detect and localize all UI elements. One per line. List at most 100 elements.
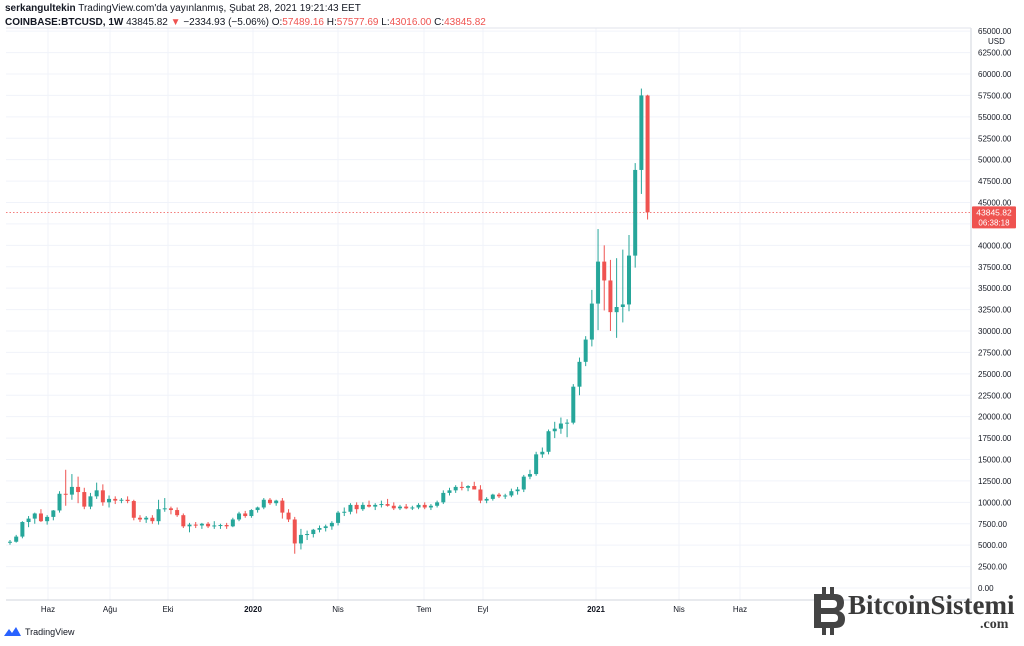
candle-up bbox=[416, 503, 421, 510]
y-tick-label: 15000.00 bbox=[978, 456, 1012, 465]
candle-up bbox=[397, 504, 402, 511]
candle-up bbox=[527, 469, 532, 480]
candle-body bbox=[323, 526, 328, 529]
candle-up bbox=[453, 485, 458, 493]
candle-up bbox=[503, 493, 508, 499]
candle-down bbox=[280, 498, 285, 519]
symbol-label: COINBASE:BTCUSD, 1W bbox=[5, 17, 124, 28]
candle-body bbox=[125, 499, 130, 502]
candle-down bbox=[63, 469, 68, 506]
candle-body bbox=[336, 512, 341, 523]
candle-body bbox=[305, 534, 310, 536]
candle-up bbox=[596, 229, 601, 331]
candle-body bbox=[546, 431, 551, 452]
candle-body bbox=[298, 534, 303, 544]
candle-body bbox=[447, 490, 452, 493]
candle-down bbox=[125, 496, 130, 504]
candle-body bbox=[614, 307, 619, 313]
candle-body bbox=[107, 498, 112, 503]
candle-body bbox=[397, 506, 402, 509]
candle-up bbox=[57, 491, 62, 513]
candle-down bbox=[404, 504, 409, 510]
publisher-name[interactable]: serkangultekin bbox=[5, 3, 76, 14]
x-tick-label: Tem bbox=[416, 605, 431, 614]
candle-body bbox=[608, 280, 613, 313]
candle-up bbox=[255, 506, 260, 513]
bitcoin-logo-icon bbox=[814, 587, 845, 635]
x-tick-label: 2020 bbox=[244, 605, 262, 614]
candle-body bbox=[206, 523, 211, 527]
candle-down bbox=[292, 516, 297, 554]
candle-up bbox=[298, 528, 303, 550]
candle-up bbox=[261, 498, 266, 510]
y-unit-label: USD bbox=[988, 37, 1005, 46]
last-price: 43845.82 bbox=[126, 17, 168, 28]
candle-body bbox=[416, 504, 421, 508]
candle-body bbox=[212, 525, 217, 527]
candle-up bbox=[534, 451, 539, 476]
tradingview-brand[interactable]: TradingView bbox=[4, 626, 75, 637]
price-tag-bg bbox=[972, 206, 1016, 229]
candle-down bbox=[150, 515, 155, 524]
y-tick-label: 37500.00 bbox=[978, 263, 1012, 272]
candle-body bbox=[168, 508, 173, 511]
candle-up bbox=[311, 528, 316, 538]
candle-body bbox=[583, 339, 588, 362]
candle-up bbox=[274, 499, 279, 506]
candle-up bbox=[199, 522, 204, 529]
candle-body bbox=[534, 454, 539, 475]
candle-body bbox=[627, 255, 631, 305]
candle-body bbox=[113, 498, 118, 501]
candle-body bbox=[596, 261, 601, 304]
candle-body bbox=[404, 506, 409, 509]
candle-body bbox=[379, 504, 384, 506]
candle-body bbox=[385, 504, 390, 506]
candle-body bbox=[144, 517, 149, 520]
candle-body bbox=[292, 519, 297, 544]
candle-up bbox=[94, 482, 99, 499]
candle-body bbox=[540, 451, 545, 455]
candle-up bbox=[571, 384, 576, 425]
candle-down bbox=[131, 499, 136, 521]
candle-body bbox=[137, 517, 142, 520]
candle-body bbox=[267, 499, 272, 504]
publish-info: serkangultekin TradingView.com'da yayınl… bbox=[5, 2, 965, 15]
candle-body bbox=[645, 95, 650, 213]
candle-body bbox=[453, 486, 458, 491]
published-text: TradingView.com'da yayınlanmış, Şubat 28… bbox=[78, 3, 361, 14]
y-tick-label: 10000.00 bbox=[978, 498, 1012, 507]
candle-body bbox=[497, 494, 502, 497]
candle-up bbox=[348, 503, 353, 515]
candle-body bbox=[478, 489, 483, 501]
y-tick-label: 40000.00 bbox=[978, 241, 1012, 250]
candle-body bbox=[342, 511, 347, 513]
candle-body bbox=[552, 428, 557, 432]
candle-body bbox=[57, 493, 62, 511]
candle-body bbox=[509, 491, 514, 496]
candle-body bbox=[466, 486, 471, 488]
y-tick-label: 27500.00 bbox=[978, 348, 1012, 357]
x-tick-label: Nis bbox=[332, 605, 344, 614]
candle-up bbox=[589, 289, 594, 347]
candle-up bbox=[336, 510, 341, 526]
candle-up bbox=[620, 249, 625, 323]
x-tick-label: Haz bbox=[41, 605, 55, 614]
candle-body bbox=[422, 504, 427, 508]
candle-body bbox=[441, 492, 446, 503]
candle-up bbox=[230, 517, 235, 528]
candle-body bbox=[156, 509, 161, 522]
candle-body bbox=[527, 474, 532, 477]
candle-up bbox=[69, 474, 74, 500]
candle-up bbox=[466, 485, 471, 492]
candle-down bbox=[422, 502, 427, 510]
candle-body bbox=[51, 510, 56, 517]
candle-up bbox=[45, 515, 50, 525]
axes: 65000.00 62500.00 60000.00 57500.00 55000.00… bbox=[6, 27, 1016, 614]
bitcoinsistemi-watermark: BitcoinSistemi .com bbox=[808, 586, 1020, 636]
candle-body bbox=[620, 304, 625, 308]
candle-up bbox=[237, 511, 242, 522]
down-arrow-icon: ▼ bbox=[170, 17, 181, 28]
y-tick-label: 45000.00 bbox=[978, 199, 1012, 208]
candle-down bbox=[602, 245, 607, 311]
